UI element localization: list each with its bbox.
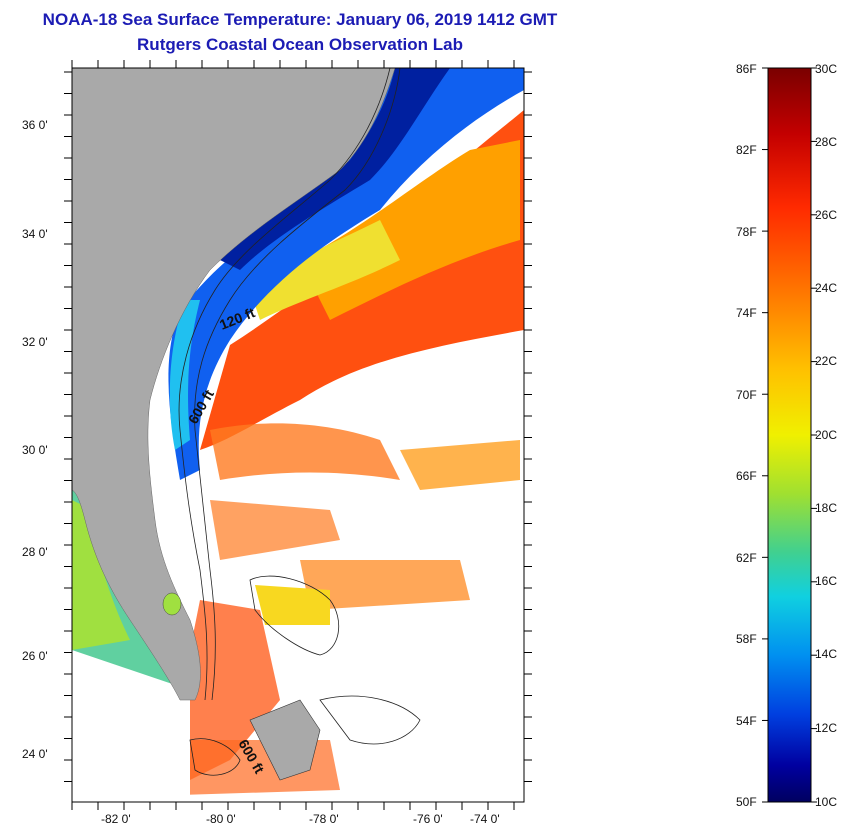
- sst-patch: [210, 500, 340, 560]
- celsius-label: 18C: [815, 501, 837, 515]
- lat-label: 32 0': [22, 335, 48, 349]
- celsius-label: 30C: [815, 62, 837, 76]
- lon-label: -78 0': [309, 812, 339, 826]
- lake-okeechobee: [162, 592, 182, 616]
- lat-label: 28 0': [22, 545, 48, 559]
- fahrenheit-label: 66F: [736, 469, 757, 483]
- celsius-label: 20C: [815, 428, 837, 442]
- map-subtitle: Rutgers Coastal Ocean Observation Lab: [137, 35, 463, 54]
- sst-patch: [180, 600, 280, 780]
- lon-label: -76 0': [413, 812, 443, 826]
- sst-patch: [210, 423, 400, 480]
- sst-patch: [400, 440, 520, 490]
- gulf-clouds: [72, 650, 190, 802]
- celsius-label: 12C: [815, 721, 837, 735]
- celsius-label: 26C: [815, 208, 837, 222]
- celsius-label: 14C: [815, 647, 837, 661]
- contour-600ft: [194, 68, 401, 701]
- lat-label: 26 0': [22, 649, 48, 663]
- fahrenheit-label: 54F: [736, 714, 757, 728]
- color-gradient: [767, 67, 812, 803]
- sst-patch: [300, 560, 470, 610]
- fahrenheit-label: 74F: [736, 306, 757, 320]
- celsius-label: 16C: [815, 574, 837, 588]
- celsius-label: 24C: [815, 281, 837, 295]
- bahamas-bank: [255, 585, 330, 625]
- island-contour: [319, 695, 421, 745]
- lat-label: 36 0': [22, 118, 48, 132]
- cool-shelf: [169, 300, 200, 450]
- colorbar-ticks: [762, 67, 817, 803]
- land-mass: [72, 68, 396, 701]
- bahamas-contour: [249, 575, 339, 656]
- celsius-label: 28C: [815, 135, 837, 149]
- fahrenheit-label: 62F: [736, 551, 757, 565]
- map-frame: [71, 67, 525, 803]
- fahrenheit-label: 58F: [736, 632, 757, 646]
- shelf-yellow: [250, 220, 400, 320]
- lon-label: -74 0': [470, 812, 500, 826]
- cuba-contour: [189, 738, 241, 776]
- fahrenheit-label: 50F: [736, 795, 757, 809]
- fahrenheit-label: 82F: [736, 143, 757, 157]
- coldest-water: [220, 68, 450, 270]
- lon-label: -80 0': [206, 812, 236, 826]
- lat-label: 34 0': [22, 227, 48, 241]
- map-title: NOAA-18 Sea Surface Temperature: January…: [42, 10, 558, 29]
- fahrenheit-label: 86F: [736, 62, 757, 76]
- gulf-shelf: [72, 500, 130, 650]
- island: [249, 699, 321, 781]
- lon-label: -82 0': [101, 812, 131, 826]
- celsius-label: 22C: [815, 354, 837, 368]
- contour-120ft: [178, 68, 391, 701]
- fahrenheit-label: 78F: [736, 225, 757, 239]
- cold-coastal-water: [168, 68, 524, 480]
- fahrenheit-label: 70F: [736, 388, 757, 402]
- map-axis-ticks: [64, 60, 532, 810]
- lat-label: 24 0': [22, 747, 48, 761]
- lat-label: 30 0': [22, 443, 48, 457]
- celsius-label: 10C: [815, 795, 837, 809]
